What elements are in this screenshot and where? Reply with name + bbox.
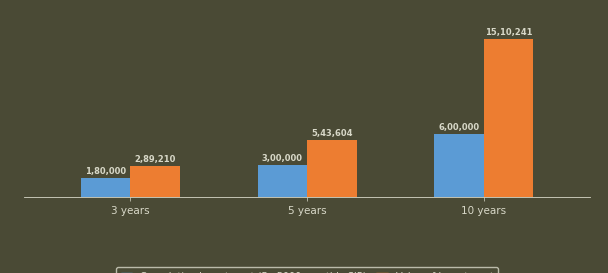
Text: 3,00,000: 3,00,000 <box>262 154 303 163</box>
Legend: Cumulative Investment (Rs 5000 monthly SIP), Value of Investment: Cumulative Investment (Rs 5000 monthly S… <box>116 267 499 273</box>
Text: 5,43,604: 5,43,604 <box>311 129 353 138</box>
Bar <box>434 134 484 197</box>
Text: 2,89,210: 2,89,210 <box>134 155 176 164</box>
Bar <box>307 140 356 197</box>
Bar <box>258 165 307 197</box>
Text: 6,00,000: 6,00,000 <box>438 123 480 132</box>
Bar <box>130 166 180 197</box>
Text: 15,10,241: 15,10,241 <box>485 28 532 37</box>
Text: 1,80,000: 1,80,000 <box>85 167 126 176</box>
Bar <box>484 39 533 197</box>
Bar <box>81 178 130 197</box>
